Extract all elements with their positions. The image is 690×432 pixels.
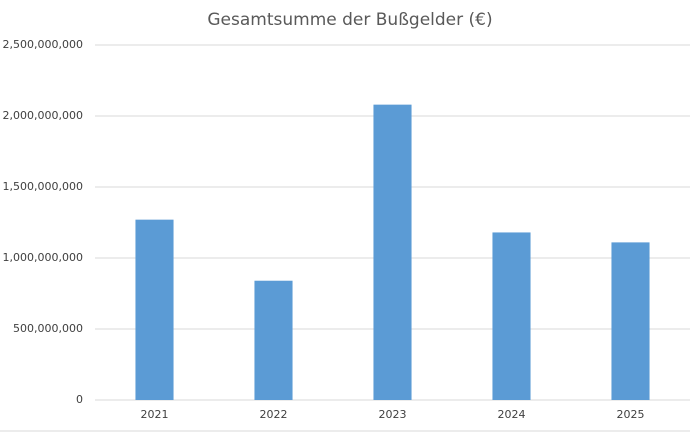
x-tick-label: 2022 <box>260 408 288 421</box>
y-tick-label: 1,500,000,000 <box>3 180 83 193</box>
x-tick-label: 2021 <box>141 408 169 421</box>
y-tick-label: 2,000,000,000 <box>3 109 83 122</box>
x-tick-label: 2024 <box>498 408 526 421</box>
bar <box>373 104 412 400</box>
y-tick-label: 0 <box>76 393 83 406</box>
y-tick-label: 2,500,000,000 <box>3 38 83 51</box>
y-tick-label: 1,000,000,000 <box>3 251 83 264</box>
bar <box>135 219 174 400</box>
y-tick-label: 500,000,000 <box>13 322 83 335</box>
x-tick-label: 2023 <box>379 408 407 421</box>
chart-title: Gesamtsumme der Bußgelder (€) <box>207 10 492 30</box>
bar <box>254 280 293 400</box>
x-tick-label: 2025 <box>617 408 645 421</box>
bar <box>492 232 531 400</box>
bar <box>611 242 650 400</box>
